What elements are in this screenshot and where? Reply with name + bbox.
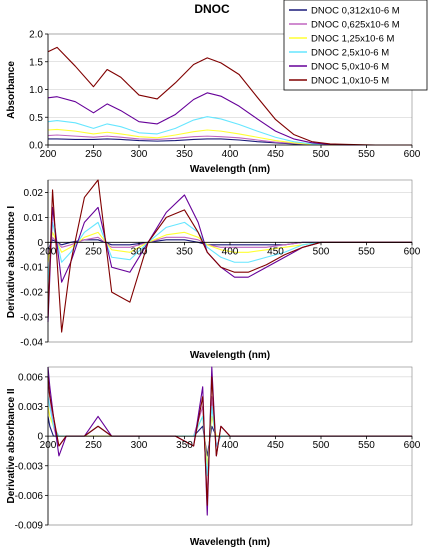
absorbance-x-axis-label: Wavelength (nm) [190, 164, 270, 175]
absorbance-x-ticks: 200 250 300 350 400 450 500 550 600 [40, 144, 421, 160]
absorbance-x-tick-label: 600 [404, 149, 421, 160]
derivative-1-y-tick-label: -0.03 [20, 313, 43, 324]
panel-derivative-1: 200 250 300 350 400 450 500 550 600 -0.04-0.03-0… [6, 179, 421, 361]
derivative-1-y-tick-label: 0.01 [24, 213, 44, 224]
absorbance-x-tick-label: 350 [176, 149, 193, 160]
absorbance-series-line-5 [47, 92, 412, 146]
legend-label-4: DNOC 2,5x10-6 M [311, 48, 389, 59]
legend-label-1: DNOC 0,312x10-6 M [311, 6, 400, 17]
derivative-1-x-axis-label: Wavelength (nm) [190, 350, 270, 361]
absorbance-x-tick-label: 250 [85, 149, 102, 160]
derivative-1-y-tick-label: -0.04 [20, 338, 43, 349]
absorbance-x-tick-label: 300 [131, 149, 148, 160]
derivative-2-x-tick-label: 400 [222, 440, 239, 451]
derivative-1-x-tick-label: 400 [222, 246, 239, 257]
absorbance-x-tick-label: 200 [40, 149, 57, 160]
absorbance-series [47, 46, 412, 146]
absorbance-x-tick-label: 500 [313, 149, 330, 160]
absorbance-series-line-4 [47, 116, 412, 146]
derivative-2-y-ticks: -0.009 -0.006 -0.003 0 0.003 0.006 [15, 367, 49, 532]
legend-label-2: DNOC 0,625x10-6 M [311, 20, 400, 31]
absorbance-y-tick-label: 2.0 [29, 30, 43, 41]
legend-label-5: DNOC 5,0x10-6 M [311, 62, 389, 73]
figure-title: DNOC [194, 2, 230, 16]
derivative-1-y-tick-label: -0.02 [20, 288, 43, 299]
absorbance-y-tick-label: 1.0 [29, 85, 43, 96]
absorbance-y-tick-label: 1.5 [29, 57, 43, 68]
derivative-1-x-ticks: 200 250 300 350 400 450 500 550 600 [40, 241, 421, 257]
derivative-2-y-tick-label: 0.006 [18, 372, 43, 383]
absorbance-x-tick-label: 400 [222, 149, 239, 160]
absorbance-x-tick-label: 450 [267, 149, 284, 160]
derivative-1-y-tick-label: 0 [37, 238, 43, 249]
absorbance-y-ticks: 0.0 0.5 1.0 1.5 2.0 [29, 30, 49, 152]
derivative-1-x-tick-label: 550 [358, 246, 375, 257]
derivative-1-series-line-6 [47, 179, 412, 333]
derivative-2-y-tick-label: 0.003 [18, 402, 43, 413]
derivative-2-x-tick-label: 500 [313, 440, 330, 451]
derivative-1-x-tick-label: 600 [404, 246, 421, 257]
derivative-1-x-tick-label: 300 [131, 246, 148, 257]
panel-derivative-2: 200 250 300 350 400 450 500 550 600 -0.009-0.006… [6, 366, 421, 548]
derivative-2-x-ticks: 200 250 300 350 400 450 500 550 600 [40, 435, 421, 451]
derivative-2-x-tick-label: 550 [358, 440, 375, 451]
absorbance-y-tick-label: 0.0 [29, 141, 43, 152]
absorbance-series-line-2 [47, 134, 412, 146]
derivative-1-x-tick-label: 250 [85, 246, 102, 257]
panel-absorbance: 200 250 300 350 400 450 500 550 600 0.0 0.5 1.0 1.5… [6, 30, 421, 176]
derivative-2-y-axis-label: Derivative absorbance II [6, 388, 17, 503]
derivative-2-x-tick-label: 350 [176, 440, 193, 451]
legend-box [283, 0, 428, 91]
derivative-2-x-tick-label: 250 [85, 440, 102, 451]
derivative-1-x-tick-label: 500 [313, 246, 330, 257]
absorbance-x-tick-label: 550 [358, 149, 375, 160]
derivative-2-x-tick-label: 600 [404, 440, 421, 451]
derivative-2-x-tick-label: 300 [131, 440, 148, 451]
derivative-2-y-tick-label: 0 [37, 432, 43, 443]
legend: DNOC 0,312x10-6 M DNOC 0,625x10-6 M DNOC 1… [283, 0, 428, 91]
legend-label-6: DNOC 1,0x10-5 M [311, 76, 389, 87]
derivative-1-x-tick-label: 350 [176, 246, 193, 257]
derivative-2-y-tick-label: -0.003 [15, 461, 44, 472]
derivative-1-y-tick-label: -0.01 [20, 263, 43, 274]
derivative-2-y-tick-label: -0.009 [15, 521, 44, 532]
absorbance-y-tick-label: 0.5 [29, 113, 43, 124]
derivative-1-y-tick-label: 0.02 [24, 188, 44, 199]
derivative-2-x-tick-label: 450 [267, 440, 284, 451]
absorbance-series-line-6 [47, 46, 412, 146]
derivative-2-x-axis-label: Wavelength (nm) [190, 537, 270, 548]
derivative-1-y-axis-label: Derivative absorbance I [6, 206, 17, 318]
derivative-1-y-ticks: -0.04 -0.03 -0.02 -0.01 0 0.01 0.02 [20, 180, 49, 349]
legend-label-3: DNOC 1,25x10-6 M [311, 34, 395, 45]
absorbance-y-axis-label: Absorbance [6, 61, 17, 119]
derivative-1-x-tick-label: 450 [267, 246, 284, 257]
derivative-2-y-tick-label: -0.006 [15, 491, 44, 502]
